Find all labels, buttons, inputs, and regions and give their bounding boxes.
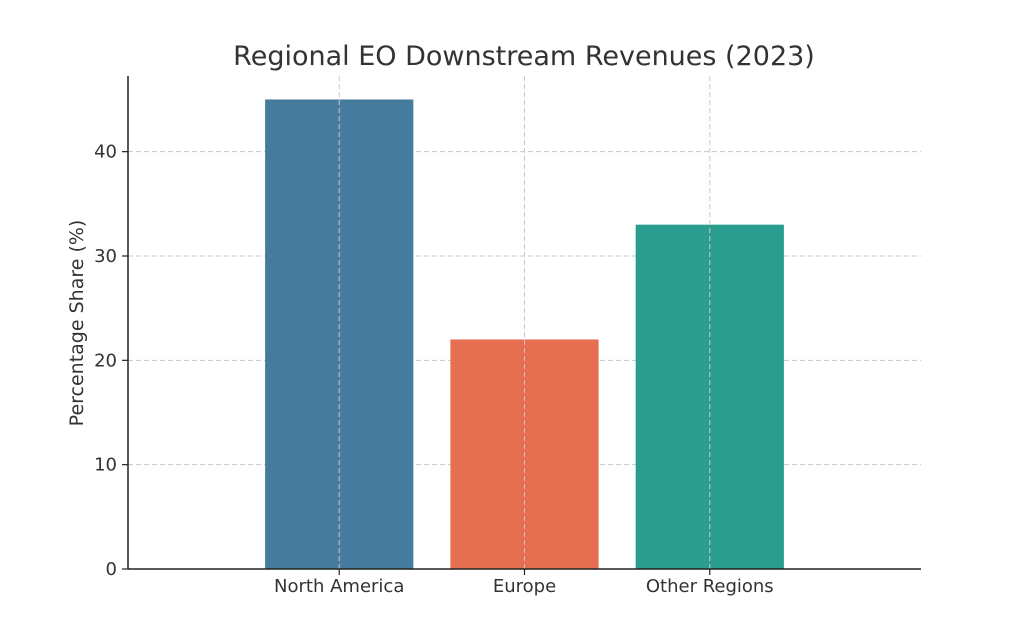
x-tick-label: North America [274, 576, 404, 597]
ticks-layer: 0 10 20 30 40 North America Europe Other Region… [94, 142, 774, 597]
y-tick-label: 0 [106, 559, 117, 580]
y-tick-label: 20 [94, 350, 117, 371]
vertical-grid-layer [338, 76, 711, 569]
x-tick-label: Europe [493, 576, 556, 597]
chart-title: Regional EO Downstream Revenues (2023) [233, 41, 815, 72]
x-tick-label: Other Regions [646, 576, 774, 597]
y-tick-label: 30 [94, 246, 117, 267]
y-tick-label: 40 [94, 142, 117, 163]
y-axis-label: Percentage Share (%) [66, 220, 88, 427]
y-tick-label: 10 [94, 455, 117, 476]
